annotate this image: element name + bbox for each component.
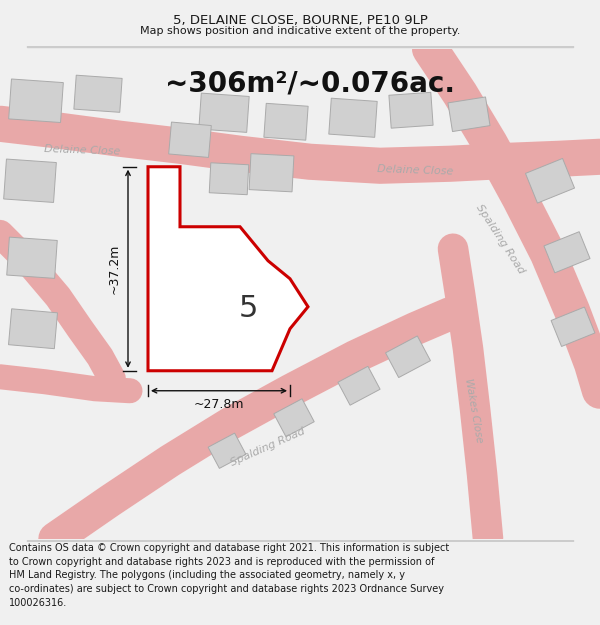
Polygon shape: [264, 103, 308, 140]
Polygon shape: [209, 162, 249, 195]
Text: Spalding Road: Spalding Road: [474, 202, 526, 275]
Text: Delaine Close: Delaine Close: [44, 144, 120, 157]
Polygon shape: [386, 336, 430, 377]
Polygon shape: [551, 307, 595, 346]
Polygon shape: [448, 97, 490, 131]
Polygon shape: [199, 93, 249, 132]
Polygon shape: [274, 399, 314, 437]
Text: Contains OS data © Crown copyright and database right 2021. This information is : Contains OS data © Crown copyright and d…: [9, 543, 449, 608]
Polygon shape: [544, 232, 590, 272]
Text: ~37.2m: ~37.2m: [108, 244, 121, 294]
Polygon shape: [8, 309, 58, 349]
Polygon shape: [8, 79, 64, 122]
Text: Wakes Close: Wakes Close: [463, 378, 485, 444]
Text: Spalding Road: Spalding Road: [229, 426, 307, 468]
Text: ~306m²/~0.076ac.: ~306m²/~0.076ac.: [165, 70, 455, 98]
Polygon shape: [4, 159, 56, 202]
Polygon shape: [148, 167, 308, 371]
Polygon shape: [208, 433, 246, 468]
Polygon shape: [389, 92, 433, 128]
Text: 5, DELAINE CLOSE, BOURNE, PE10 9LP: 5, DELAINE CLOSE, BOURNE, PE10 9LP: [173, 14, 427, 27]
Text: ~27.8m: ~27.8m: [194, 398, 244, 411]
Polygon shape: [329, 98, 377, 138]
Polygon shape: [338, 366, 380, 405]
Polygon shape: [169, 122, 211, 158]
Text: 5: 5: [238, 294, 257, 323]
Polygon shape: [74, 75, 122, 112]
Text: Delaine Close: Delaine Close: [377, 164, 453, 177]
Polygon shape: [249, 154, 294, 192]
Text: Map shows position and indicative extent of the property.: Map shows position and indicative extent…: [140, 26, 460, 36]
Polygon shape: [7, 237, 57, 278]
Polygon shape: [526, 158, 575, 203]
